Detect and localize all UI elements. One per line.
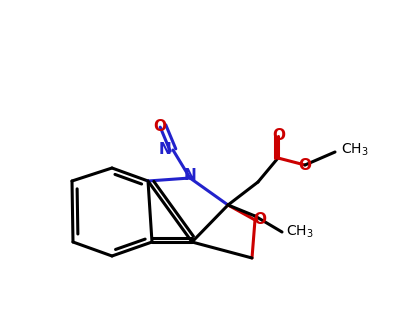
Text: CH$_3$: CH$_3$ <box>286 224 313 240</box>
Text: O: O <box>273 128 286 142</box>
Text: N: N <box>159 142 171 156</box>
Text: N: N <box>183 167 196 183</box>
Text: O: O <box>254 213 266 227</box>
Text: O: O <box>298 158 311 172</box>
Text: CH$_3$: CH$_3$ <box>341 142 369 158</box>
Text: O: O <box>153 118 166 133</box>
